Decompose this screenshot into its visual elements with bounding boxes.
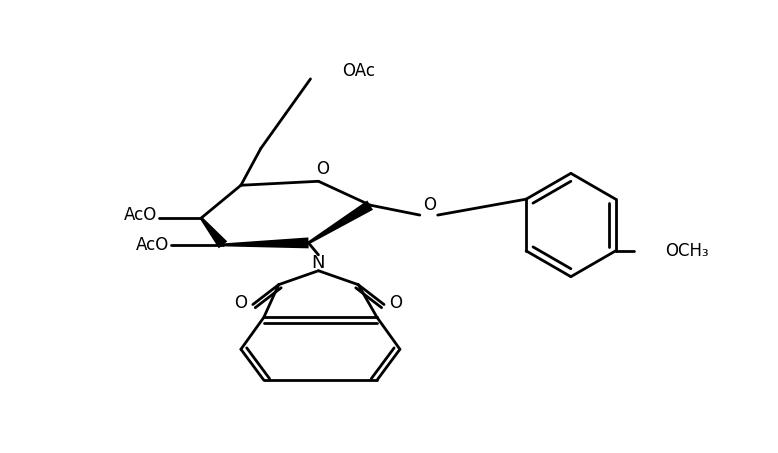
Polygon shape [223, 237, 309, 248]
Text: OAc: OAc [342, 62, 375, 80]
Text: AcO: AcO [136, 236, 170, 254]
Polygon shape [308, 201, 373, 244]
Polygon shape [200, 217, 227, 248]
Text: N: N [312, 254, 325, 272]
Text: OCH₃: OCH₃ [665, 242, 709, 260]
Text: O: O [423, 196, 436, 214]
Text: AcO: AcO [124, 206, 157, 224]
Text: O: O [234, 294, 247, 312]
Text: O: O [390, 294, 402, 312]
Text: O: O [316, 160, 329, 178]
